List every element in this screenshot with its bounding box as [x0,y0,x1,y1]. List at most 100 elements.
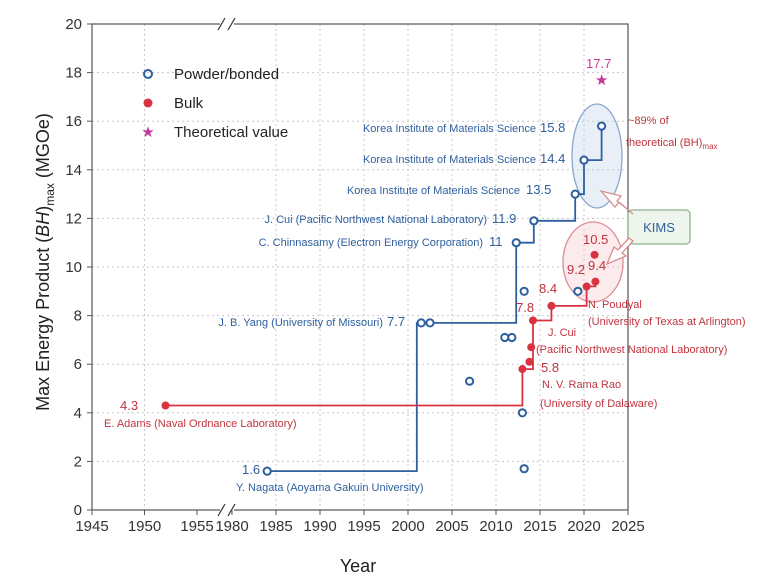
y-tick-label: 18 [65,65,82,82]
legend-marker-bulk [143,98,153,108]
point-powder-bonded [579,155,589,165]
annotation-adams-value: 4.3 [120,398,138,413]
x-tick-label: 2020 [567,518,600,535]
x-tick-label: 1945 [75,518,108,535]
point-bulk [547,301,556,310]
legend: Powder/bonded Bulk ★ Theoretical value [141,66,288,141]
bulk-highlight-ellipse [562,221,624,303]
legend-marker-theoretical: ★ [141,124,154,141]
y-tick-label: 10 [65,259,82,276]
annotation-rama-rao-affiliation: (University of Dalaware) [540,398,657,410]
kims-label: KIMS [643,220,675,235]
annotation-poudyal-label: N. Poudyal [588,299,642,311]
annotation-poudyal-affiliation: (University of Texas at Arlington) [588,316,746,328]
x-tick-label: 1990 [303,518,336,535]
annotation-kims-13-5-value: 13.5 [526,182,551,197]
annotation-cui-pnnl-value: 11.9 [492,211,516,226]
annotation-cui-bulk-label: J. Cui [548,327,576,339]
annotation-kims-15-8-value: 15.8 [540,120,565,135]
annotation-poudyal-value: 9.4 [588,258,606,273]
annotation-yang-label: J. B. Yang (University of Missouri) [218,317,383,329]
x-tick-label: 2005 [435,518,468,535]
annotation-kims-15-8-label: Korea Institute of Materials Science [363,123,536,135]
point-powder-bonded [425,318,435,328]
annotation-theoretical-value: 17.7 [586,56,611,71]
kims-arrow-up [599,189,634,215]
theoretical-note-line2: theoretical (BH)max [626,137,718,151]
x-tick-label: 1955 [180,518,213,535]
y-tick-label: 12 [65,210,82,227]
x-tick-label: 2000 [391,518,424,535]
axis-ticks: 0 2 4 6 8 10 12 14 16 18 20 1945 1950 1955 1980 1985 199… [65,16,644,535]
annotation-chinnasamy-value: 11 [489,234,503,249]
theoretical-note-line1: ~89% of [628,115,670,127]
x-tick-label: 2015 [523,518,556,535]
y-tick-label: 0 [74,502,82,519]
y-tick-label: 2 [74,453,82,470]
annotation-bulk-8-4-value: 8.4 [539,281,557,296]
annotation-bulk-9-2-value: 9.2 [567,262,585,277]
annotation-yang-value: 7.7 [387,314,405,329]
x-tick-label: 2010 [479,518,512,535]
point-bulk [590,250,599,259]
annotation-kims-14-4-label: Korea Institute of Materials Science [363,154,536,166]
annotation-rama-rao-label: N. V. Rama Rao [542,379,621,391]
point-bulk [528,316,537,325]
point-powder-bonded [465,376,475,386]
point-powder-bonded [511,238,521,248]
annotation-nagata-label: Y. Nagata (Aoyama Gakuin University) [236,482,424,494]
kims-label-box [627,209,691,245]
x-axis-title: Year [340,556,376,576]
point-powder-bonded [262,466,272,476]
x-tick-label: 1950 [128,518,161,535]
kims-highlight-ellipse [571,103,623,209]
annotation-chinnasamy-label: C. Chinnasamy (Electron Energy Corporati… [259,237,483,249]
annotation-adams-label: E. Adams (Naval Ordnance Laboratory) [104,418,297,430]
y-tick-label: 8 [74,308,82,325]
annotation-cui-pnnl-label: J. Cui (Pacific Northwest National Labor… [264,214,487,226]
annotation-cui-bulk-value: 7.8 [516,300,534,315]
x-tick-label: 1985 [259,518,292,535]
point-powder-bonded [529,216,539,226]
data-points: ★ [161,72,608,476]
y-axis-title: Max Energy Product (BH)max (MGOe) [33,113,57,411]
annotation-kims-14-4-value: 14.4 [540,151,565,166]
x-tick-label: 2025 [611,518,644,535]
grid [92,24,628,510]
point-bulk [591,277,600,286]
axis-break-top [217,17,236,31]
point-theoretical: ★ [595,72,608,89]
point-powder-bonded [519,464,529,474]
legend-marker-powder [143,69,153,79]
point-bulk [582,282,591,291]
point-bulk [527,343,536,352]
x-tick-label: 1980 [215,518,248,535]
y-tick-label: 16 [65,113,82,130]
point-powder-bonded [507,332,517,343]
point-powder-bonded [570,189,580,199]
annotation-bulk-10-5-value: 10.5 [583,232,608,247]
annotation-nagata-value: 1.6 [242,462,260,477]
point-bulk [161,401,170,410]
legend-label-bulk: Bulk [174,95,204,112]
point-powder-bonded [517,408,528,418]
point-powder-bonded [597,121,607,131]
point-powder-bonded [573,286,583,296]
y-tick-label: 14 [65,162,82,179]
y-tick-label: 4 [74,405,82,422]
point-powder-bonded [519,286,529,296]
legend-label-powder: Powder/bonded [174,66,279,83]
x-tick-label: 1995 [347,518,380,535]
point-bulk [525,357,534,366]
legend-label-theoretical: Theoretical value [174,124,288,141]
annotation-rama-rao-value: 5.8 [541,360,559,375]
point-powder-bonded [416,318,426,328]
annotation-cui-bulk-affiliation: (Pacific Northwest National Laboratory) [536,344,727,356]
y-tick-label: 6 [74,356,82,373]
y-tick-label: 20 [65,16,82,33]
point-bulk [518,365,527,374]
kims-arrow-down [605,237,634,266]
annotation-kims-13-5-label: Korea Institute of Materials Science [347,185,520,197]
